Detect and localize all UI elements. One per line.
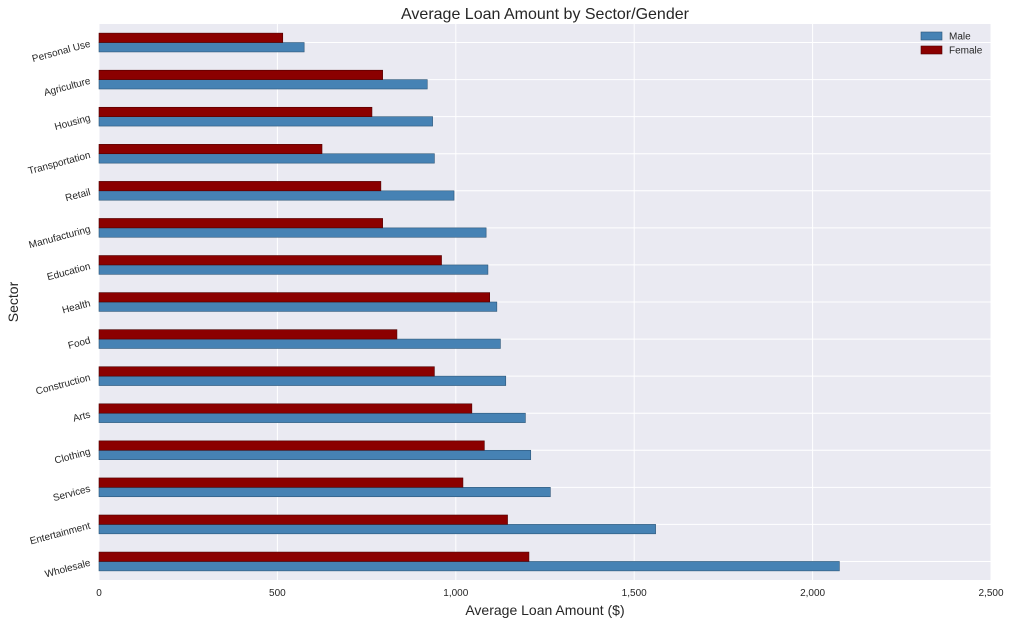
x-tick-label: 0 — [96, 588, 102, 599]
legend-label-male: Male — [949, 32, 971, 43]
bar-male-construction — [98, 375, 507, 386]
bars — [98, 32, 840, 572]
x-tick-label: 1,000 — [443, 588, 468, 599]
bar-female-clothing — [98, 440, 485, 451]
y-tick-label: Services — [52, 484, 92, 505]
bar-female-construction — [98, 366, 435, 377]
y-tick-label: Entertainment — [29, 521, 92, 548]
legend: Male Female — [920, 31, 983, 57]
y-tick-label: Clothing — [53, 447, 91, 467]
bar-male-agriculture — [98, 79, 428, 90]
bar-male-services — [98, 487, 551, 498]
bar-female-arts — [98, 403, 473, 414]
y-tick-label: Housing — [53, 113, 91, 133]
x-tick-label: 500 — [269, 588, 286, 599]
x-tick-label: 2,500 — [978, 588, 1003, 599]
bar-male-wholesale — [98, 561, 840, 572]
bar-female-entertainment — [98, 514, 508, 525]
bar-male-clothing — [98, 449, 532, 460]
x-tick-label: 1,500 — [622, 588, 647, 599]
bar-male-housing — [98, 116, 433, 127]
y-tick-label: Education — [46, 261, 92, 283]
bar-female-services — [98, 477, 464, 488]
bar-female-education — [98, 255, 442, 266]
bar-female-wholesale — [98, 551, 530, 562]
bar-female-transportation — [98, 144, 323, 155]
bar-male-entertainment — [98, 524, 656, 535]
bar-female-food — [98, 329, 398, 340]
y-tick-label: Food — [67, 335, 92, 352]
bar-male-health — [98, 301, 498, 312]
y-tick-label: Manufacturing — [28, 224, 92, 251]
bar-female-agriculture — [98, 69, 383, 80]
bar-male-food — [98, 338, 501, 349]
legend-swatch-male — [920, 31, 943, 41]
x-tick-label: 2,000 — [800, 588, 825, 599]
y-tick-labels: Wholesale Entertainment Services Clothing Ar… — [27, 39, 92, 581]
bar-female-personal-use — [98, 32, 284, 43]
y-tick-label: Personal Use — [31, 39, 92, 65]
y-tick-label: Agriculture — [43, 76, 92, 99]
legend-swatch-female — [920, 45, 943, 55]
x-tick-labels: 0 500 1,000 1,500 2,000 2,500 — [96, 588, 1004, 599]
y-tick-label: Transportation — [27, 150, 92, 177]
y-tick-label: Wholesale — [44, 558, 92, 581]
y-tick-label: Construction — [35, 372, 92, 397]
bar-female-retail — [98, 181, 382, 192]
bar-male-arts — [98, 412, 526, 423]
chart-title: Average Loan Amount by Sector/Gender — [401, 6, 690, 23]
bar-male-education — [98, 264, 489, 275]
x-axis-label: Average Loan Amount ($) — [465, 602, 624, 618]
y-axis-label: Sector — [5, 281, 21, 322]
y-tick-label: Health — [61, 298, 92, 316]
bar-male-retail — [98, 190, 455, 201]
bar-female-health — [98, 292, 490, 303]
bar-female-housing — [98, 106, 373, 117]
legend-label-female: Female — [949, 46, 983, 57]
y-tick-label: Retail — [64, 187, 92, 204]
y-tick-label: Arts — [72, 409, 92, 424]
bar-male-manufacturing — [98, 227, 487, 238]
bar-male-transportation — [98, 153, 435, 164]
bar-male-personal-use — [98, 42, 305, 53]
bar-female-manufacturing — [98, 218, 383, 229]
